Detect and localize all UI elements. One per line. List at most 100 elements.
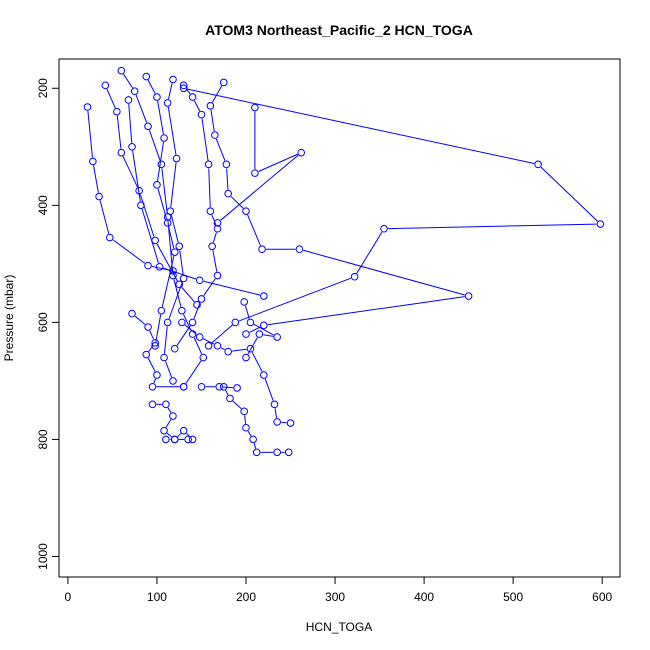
series-line-segment [225, 390, 229, 396]
data-point [246, 318, 255, 327]
data-point [83, 103, 92, 111]
y-tick-label: 1000 [36, 543, 50, 570]
series-line-segment [156, 243, 178, 282]
series-line-segment [112, 239, 146, 264]
series-line-segment [244, 415, 247, 424]
x-tick-label: 400 [414, 590, 434, 604]
series-line-segment [155, 314, 162, 342]
series-line-segment [167, 106, 177, 155]
series-line-segment [212, 232, 217, 243]
series-line-segment [184, 324, 197, 335]
data-point [89, 157, 97, 166]
data-point [166, 207, 175, 215]
series-line-segment [153, 378, 156, 384]
x-tick-label: 100 [147, 590, 167, 604]
series-line-segment [193, 337, 203, 355]
series-line-segment [139, 194, 155, 237]
data-point [258, 245, 266, 254]
data-point [163, 219, 172, 227]
data-point [144, 122, 152, 131]
series-line-segment [247, 430, 252, 437]
y-tick-label: 200 [36, 78, 50, 98]
x-tick-label: 300 [325, 590, 345, 604]
series-line-segment [201, 118, 209, 161]
series-line-segment [211, 85, 223, 103]
data-point [169, 377, 177, 385]
series-line-segment [232, 348, 247, 352]
data-point [226, 394, 234, 403]
series-line-segment [193, 302, 201, 319]
series-line-segment [163, 267, 197, 280]
data-point [246, 344, 255, 353]
series-line-segment [212, 250, 218, 272]
series-line-segment [177, 433, 182, 437]
x-tick-label: 600 [592, 590, 612, 604]
profile-series-3 [124, 96, 268, 300]
data-point [249, 435, 257, 444]
data-point [260, 321, 268, 330]
profile-series-17 [240, 298, 281, 362]
data-point [124, 96, 133, 104]
y-tick-label: 800 [36, 429, 50, 449]
series-line-segment [540, 166, 598, 222]
data-point [193, 301, 201, 309]
data-point [233, 384, 241, 392]
series-line-segment [215, 138, 226, 161]
profile-series-16 [197, 382, 241, 392]
series-line-segment [251, 352, 263, 372]
series-line-segment [230, 196, 244, 209]
data-point [219, 382, 228, 391]
data-point [206, 102, 215, 110]
data-point [160, 353, 168, 362]
series-line-segment [167, 407, 172, 413]
profile-series-6 [160, 75, 188, 385]
series-line-segment [258, 153, 298, 172]
data-point [157, 306, 166, 315]
series-line-segment [208, 168, 211, 208]
series-line-segment [165, 419, 172, 428]
data-point [273, 418, 281, 426]
profile-series-15 [162, 426, 197, 444]
data-point [144, 323, 152, 331]
data-point [240, 298, 249, 306]
data-point [153, 181, 161, 189]
profile-series-10 [179, 84, 605, 350]
series-line-segment [220, 154, 299, 221]
series-line-segment [176, 325, 191, 346]
data-point [148, 382, 157, 391]
profile-series-8 [206, 78, 473, 338]
series-line-segment [187, 88, 535, 165]
data-point [213, 224, 222, 233]
series-line-segment [148, 129, 161, 161]
data-point [179, 274, 188, 283]
data-point [142, 72, 151, 81]
data-point [242, 353, 250, 362]
data-point [350, 272, 359, 281]
profile-series-5 [142, 72, 179, 350]
series-line-segment [161, 168, 168, 214]
series-line-segment [356, 231, 383, 274]
data-point [197, 110, 206, 119]
data-point [175, 242, 184, 251]
data-point [213, 271, 222, 280]
data-point [222, 160, 231, 169]
data-point [169, 412, 177, 420]
data-point [260, 292, 268, 300]
data-point [169, 75, 177, 84]
series-line-segment [179, 250, 184, 275]
series-line-segment [274, 408, 278, 419]
series-line-segment [249, 326, 261, 333]
series-line-segment [87, 110, 93, 158]
data-point [464, 292, 473, 300]
data-point [178, 306, 186, 315]
series-line-segment [161, 255, 175, 307]
data-point [117, 66, 126, 75]
series-line-segment [157, 141, 164, 181]
series-line-segment [141, 209, 159, 264]
data-point [197, 295, 206, 303]
series-line-segment [244, 305, 250, 319]
data-point [170, 248, 179, 256]
data-point [151, 339, 159, 347]
series-line-segment [116, 115, 122, 149]
series-line-segment [211, 324, 233, 344]
